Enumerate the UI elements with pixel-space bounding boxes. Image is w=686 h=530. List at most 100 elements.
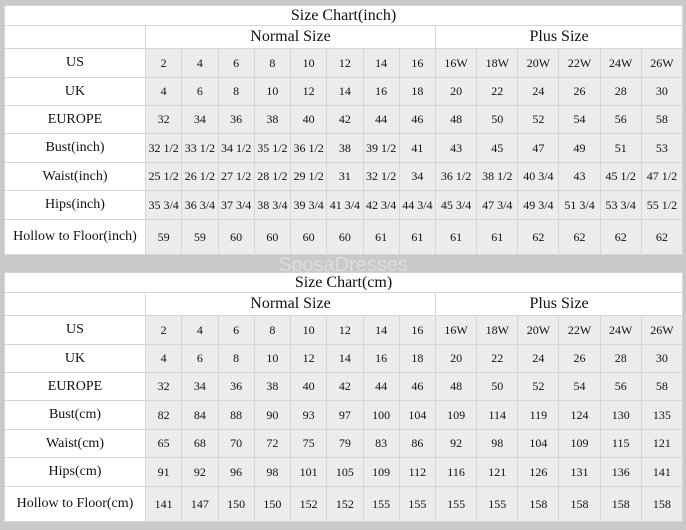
size-cell: 26 <box>558 77 601 106</box>
size-cell: 26 <box>558 344 601 373</box>
size-cell: 147 <box>181 486 219 522</box>
size-cell: 116 <box>434 457 478 487</box>
size-cell: 130 <box>599 400 642 430</box>
size-cell: 52 <box>517 105 560 134</box>
size-cell: 90 <box>253 400 292 430</box>
size-cell: 2 <box>144 48 183 78</box>
size-cell: 61 <box>434 219 478 255</box>
size-cell: 30 <box>640 344 684 373</box>
size-cell: 10 <box>253 344 292 373</box>
table-row: EUROPE 32 34 36 38 40 42 44 46 48 50 52 54 56 58 <box>4 372 684 401</box>
size-cell: 115 <box>599 429 642 458</box>
size-cell: 109 <box>362 457 400 487</box>
size-cell: 155 <box>398 486 437 522</box>
group-header-normal: Normal Size <box>145 292 436 316</box>
group-header-plus: Plus Size <box>434 25 684 49</box>
size-cell: 26W <box>640 48 684 78</box>
size-cell: 26W <box>640 315 684 345</box>
size-cell: 6 <box>217 48 255 78</box>
size-cell: 24W <box>599 315 642 345</box>
size-cell: 55 1/2 <box>640 190 684 220</box>
size-cell: 41 <box>398 133 437 163</box>
size-cell: 34 <box>398 162 437 191</box>
size-cell: 136 <box>599 457 642 487</box>
size-cell: 32 1/2 <box>362 162 400 191</box>
size-cell: 65 <box>144 429 183 458</box>
size-cell: 60 <box>253 219 292 255</box>
size-cell: 24W <box>599 48 642 78</box>
size-cell: 44 <box>362 372 400 401</box>
size-cell: 10 <box>289 48 328 78</box>
size-cell: 27 1/2 <box>217 162 255 191</box>
size-cell: 24 <box>517 77 560 106</box>
size-cell: 104 <box>517 429 560 458</box>
size-cell: 34 <box>181 105 219 134</box>
size-cell: 38 3/4 <box>253 190 292 220</box>
size-cell: 59 <box>144 219 183 255</box>
size-cell: 47 1/2 <box>640 162 684 191</box>
size-cell: 56 <box>599 105 642 134</box>
chart-title: Size Chart(cm) <box>3 272 684 293</box>
size-cell: 114 <box>476 400 519 430</box>
size-cell: 40 <box>289 105 328 134</box>
size-cell: 158 <box>640 486 684 522</box>
size-cell: 6 <box>181 77 219 106</box>
row-label: Waist(inch) <box>4 162 146 191</box>
size-cell: 119 <box>517 400 560 430</box>
row-label: Waist(cm) <box>4 429 146 458</box>
size-cell: 36 1/2 <box>289 133 328 163</box>
size-cell: 36 1/2 <box>434 162 478 191</box>
size-cell: 42 3/4 <box>362 190 400 220</box>
size-cell: 24 <box>517 344 560 373</box>
size-cell: 28 <box>599 344 642 373</box>
size-cell: 6 <box>217 315 255 345</box>
size-cell: 75 <box>289 429 328 458</box>
table-row: UK 4 6 8 10 12 14 16 18 20 22 24 26 28 30 <box>4 77 684 106</box>
size-cell: 105 <box>326 457 364 487</box>
size-cell: 28 <box>599 77 642 106</box>
size-cell: 61 <box>398 219 437 255</box>
size-cell: 46 <box>398 372 437 401</box>
size-cell: 155 <box>362 486 400 522</box>
size-cell: 54 <box>558 372 601 401</box>
size-cell: 16 <box>362 77 400 106</box>
size-cell: 30 <box>640 77 684 106</box>
table-row: Hollow to Floor(inch) 59 59 60 60 60 60 61 61 61 6… <box>4 219 684 255</box>
row-label: UK <box>4 344 146 373</box>
size-cell: 121 <box>476 457 519 487</box>
size-cell: 45 3/4 <box>434 190 478 220</box>
size-cell: 46 <box>398 105 437 134</box>
size-cell: 60 <box>289 219 328 255</box>
size-cell: 43 <box>434 133 478 163</box>
size-cell: 36 <box>217 372 255 401</box>
size-cell: 40 3/4 <box>517 162 560 191</box>
size-cell: 38 <box>253 105 292 134</box>
size-cell: 38 <box>326 133 364 163</box>
size-cell: 38 <box>253 372 292 401</box>
size-cell: 60 <box>217 219 255 255</box>
size-cell: 28 1/2 <box>253 162 292 191</box>
chart-title: Size Chart(inch) <box>3 5 684 26</box>
size-cell: 70 <box>217 429 255 458</box>
size-cell: 112 <box>398 457 437 487</box>
size-cell: 109 <box>434 400 478 430</box>
size-cell: 53 <box>640 133 684 163</box>
size-cell: 6 <box>181 344 219 373</box>
size-cell: 18 <box>398 344 437 373</box>
size-cell: 32 1/2 <box>144 133 183 163</box>
size-cell: 47 3/4 <box>476 190 519 220</box>
table-row: Bust(cm) 82 84 88 90 93 97 100 104 109 114 119 124 13… <box>4 400 684 430</box>
size-cell: 121 <box>640 429 684 458</box>
size-cell: 29 1/2 <box>289 162 328 191</box>
size-cell: 14 <box>362 315 400 345</box>
size-cell: 34 <box>181 372 219 401</box>
size-cell: 4 <box>181 315 219 345</box>
row-label: Hips(cm) <box>4 457 146 487</box>
size-cell: 8 <box>253 48 292 78</box>
size-cell: 53 3/4 <box>599 190 642 220</box>
size-cell: 61 <box>476 219 519 255</box>
size-cell: 26 1/2 <box>181 162 219 191</box>
size-cell: 10 <box>253 77 292 106</box>
table-row: Hips(cm) 91 92 96 98 101 105 109 112 116 121 126 131… <box>4 457 684 487</box>
size-cell: 22W <box>558 48 601 78</box>
